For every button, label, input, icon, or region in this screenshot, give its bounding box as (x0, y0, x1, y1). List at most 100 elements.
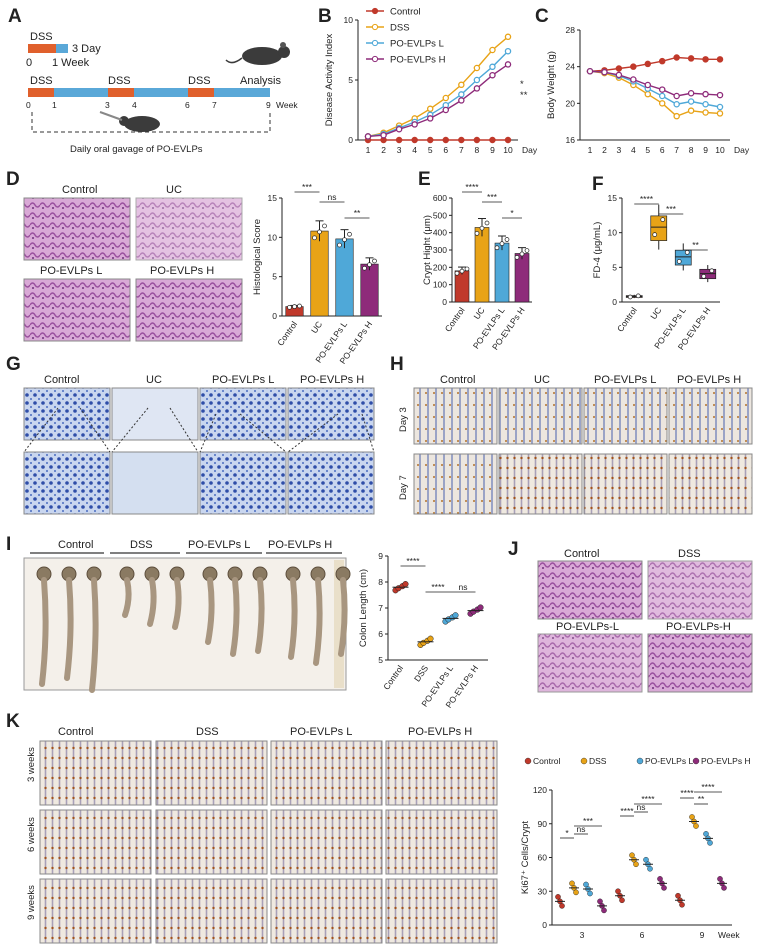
schema-dss-bar (28, 44, 56, 53)
data-point (342, 237, 347, 243)
panel-letters: A B C D E F G H I J K (6, 6, 604, 732)
bar (494, 242, 510, 303)
h-row-day3: Day 3 (398, 407, 409, 432)
data-point (322, 223, 327, 229)
x-tick-label: Control (615, 305, 639, 333)
j-label-h: PO-EVLPs-H (666, 621, 731, 633)
data-point (630, 76, 637, 83)
y-axis-label: Histological Score (252, 219, 263, 295)
x-tick-label: 1 (366, 145, 371, 155)
y-tick-label: 5 (348, 75, 353, 85)
i-label-l: PO-EVLPs L (188, 539, 250, 551)
data-point (458, 136, 465, 144)
sig-annotation: **** (620, 806, 634, 816)
y-tick-label: 15 (268, 193, 278, 203)
data-point (411, 121, 418, 128)
data-point (499, 241, 505, 247)
sig-annotation: *** (666, 204, 677, 214)
data-point (504, 33, 512, 41)
data-point (297, 303, 302, 309)
data-point (673, 54, 680, 61)
colon (230, 577, 240, 657)
x-tick-label: 6 (660, 145, 665, 155)
data-point (630, 63, 637, 70)
legend-marker (692, 757, 700, 765)
y-tick-label: 0 (272, 311, 277, 321)
y-tick-label: 5 (612, 262, 617, 272)
data-point (473, 76, 481, 84)
data-point (658, 57, 666, 65)
legend-label: Control (533, 756, 561, 766)
legend-marker (371, 7, 379, 15)
timeline-tick-4: 4 (132, 100, 137, 110)
y-axis-label: Disease Activity Index (324, 34, 335, 127)
series-line (367, 36, 509, 138)
x-tick-label: 3 (397, 145, 402, 155)
data-point (292, 304, 297, 310)
data-point (362, 265, 367, 271)
data-point (687, 98, 695, 105)
x-tick-label: 6 (443, 145, 448, 155)
k-row-9w: 9 weeks (26, 885, 37, 920)
legend-label: PO-EVLPs H (390, 55, 446, 66)
h-label-control: Control (440, 374, 475, 386)
timeline-tick-1: 1 (52, 100, 57, 110)
colon (313, 577, 323, 666)
d-image-control (23, 197, 131, 261)
panel-k-ki67: Control DSS PO-EVLPs L PO-EVLPs H 3 week… (26, 726, 498, 944)
data-point (684, 250, 690, 255)
data-point (615, 65, 623, 72)
legend-marker (371, 55, 379, 63)
panel-letter-b: B (318, 6, 332, 27)
data-point (479, 225, 485, 231)
schema-zero: 0 (26, 57, 32, 69)
series-line (367, 63, 509, 138)
x-tick-label: Control (381, 663, 405, 691)
sig-annotation: **** (641, 794, 655, 804)
data-point (702, 109, 709, 116)
sig-annotation: **** (680, 788, 694, 798)
data-point (627, 294, 633, 300)
data-point (716, 110, 724, 117)
data-point (679, 901, 685, 908)
x-tick-label: 7 (459, 145, 464, 155)
panel-letter-j: J (508, 539, 519, 560)
colon (147, 577, 157, 627)
sig-annotation: ns (459, 582, 468, 592)
y-axis-label: FD-4 (μg/mL) (592, 222, 603, 279)
legend-marker (371, 39, 379, 47)
g-label-h: PO-EVLPs H (300, 374, 364, 386)
data-point (701, 274, 707, 279)
data-point (287, 304, 292, 310)
data-point (347, 231, 352, 237)
y-tick-label: 500 (433, 210, 447, 220)
timeline-tick-0: 0 (26, 100, 31, 110)
data-point (454, 270, 460, 276)
x-tick-label: 10 (503, 145, 513, 155)
x-tick-label: UC (471, 305, 486, 321)
x-axis-label: Week (718, 930, 740, 940)
chart-e-crypt: 0 100 200 300 400 500 600 Crypt Hight (μm) Contr… (422, 182, 532, 352)
data-point (458, 91, 465, 98)
data-point (633, 861, 639, 868)
data-point (426, 136, 434, 144)
k-row-3w: 3 weeks (26, 747, 37, 782)
bar (335, 238, 354, 317)
y-tick-label: 400 (433, 228, 447, 238)
x-tick-label: 9 (700, 930, 705, 940)
legend-label: PO-EVLPs H (701, 756, 751, 766)
series-line (589, 70, 721, 108)
data-point (452, 612, 459, 619)
data-point (442, 94, 450, 102)
data-point (661, 885, 667, 891)
x-axis-label: Day (522, 145, 538, 155)
data-point (673, 101, 680, 108)
panel-letter-h: H (390, 354, 404, 375)
data-point (504, 61, 512, 68)
data-point (411, 136, 418, 144)
x-tick-label: 4 (631, 145, 636, 155)
j-label-control: Control (564, 548, 599, 560)
y-tick-label: 30 (538, 886, 548, 896)
